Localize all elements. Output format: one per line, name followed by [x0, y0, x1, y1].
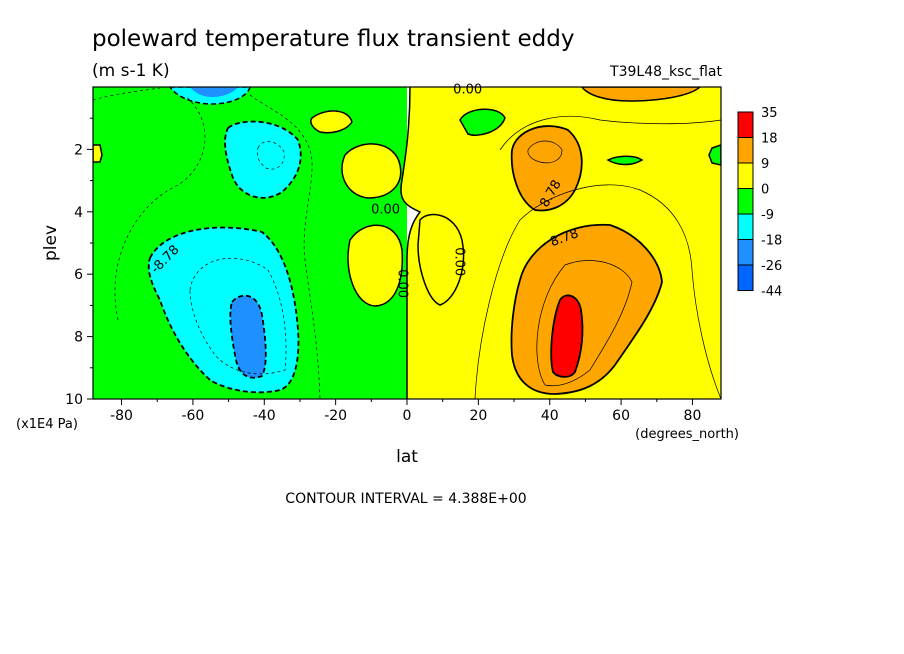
island-yellow	[93, 144, 103, 163]
color-legend: 35 18 9 0 -9 -18 -26 -44	[737, 106, 782, 300]
island-yellow	[310, 110, 353, 134]
legend-swatch	[737, 213, 754, 240]
legend-level-label: -26	[761, 259, 782, 274]
y-tick-label: 4	[74, 205, 83, 221]
legend-level-label: 35	[761, 106, 778, 121]
island-yellow	[417, 213, 465, 306]
y-tick-label: 6	[74, 267, 83, 283]
x-tick-label: -40	[253, 408, 276, 424]
blue-core	[229, 294, 267, 379]
legend-swatch	[737, 239, 754, 266]
legend-swatch	[737, 264, 754, 291]
legend-level-label: 0	[761, 183, 769, 198]
chart-title: poleward temperature flux transient eddy	[92, 26, 574, 52]
y-axis: 2 4 6 8 10	[65, 117, 93, 408]
x-tick-label: 20	[469, 408, 487, 424]
x-tick-label: 40	[541, 408, 559, 424]
contour-interval-note: CONTOUR INTERVAL = 4.388E+00	[285, 491, 526, 507]
units-label: (m s-1 K)	[92, 61, 170, 81]
legend-swatch	[737, 137, 754, 164]
y-tick-label: 8	[74, 330, 83, 346]
x-tick-label: -80	[110, 408, 133, 424]
island-green	[459, 108, 506, 136]
contour-label: 0.00	[452, 247, 467, 276]
x-axis-label: lat	[396, 447, 418, 467]
island-yellow	[347, 224, 404, 307]
x-tick-label: -60	[181, 408, 204, 424]
x-axis: -80 -60 -40 -20 0 20 40 60 80	[110, 399, 701, 424]
cyan-cell-upper	[224, 120, 302, 199]
x-tick-label: -20	[324, 408, 347, 424]
thin-contours	[93, 87, 721, 399]
legend-swatch	[737, 162, 754, 189]
x-tick-label: 0	[403, 408, 412, 424]
y-axis-label: plev	[41, 225, 61, 261]
x-tick-label: 60	[612, 408, 630, 424]
orange-cell-main	[510, 223, 663, 395]
legend-swatch	[737, 111, 754, 138]
island-green	[708, 144, 721, 166]
legend-level-label: -9	[761, 208, 774, 223]
zero-contours	[400, 87, 422, 399]
top-blue-core	[190, 87, 238, 97]
contour-label: 0.00	[371, 203, 400, 218]
x-tick-label: 80	[684, 408, 702, 424]
plot-area	[93, 87, 721, 399]
run-label: T39L48_ksc_flat	[609, 64, 722, 80]
red-core	[550, 294, 584, 378]
legend-level-label: 9	[761, 157, 769, 172]
y-tick-label: 2	[74, 142, 83, 158]
legend-level-label: 18	[761, 132, 778, 147]
x-unit-label: (degrees_north)	[635, 427, 739, 442]
y-unit-label: (x1E4 Pa)	[16, 417, 78, 432]
legend-level-label: -44	[761, 285, 782, 300]
legend-swatch	[737, 188, 754, 215]
legend-level-label: -18	[761, 234, 782, 249]
contour-label: 0.00	[394, 269, 409, 298]
island-yellow	[341, 143, 402, 199]
contour-label: 0.00	[453, 83, 482, 98]
y-tick-label: 10	[65, 392, 83, 408]
island-green	[606, 155, 644, 166]
top-orange-edge	[581, 87, 702, 102]
